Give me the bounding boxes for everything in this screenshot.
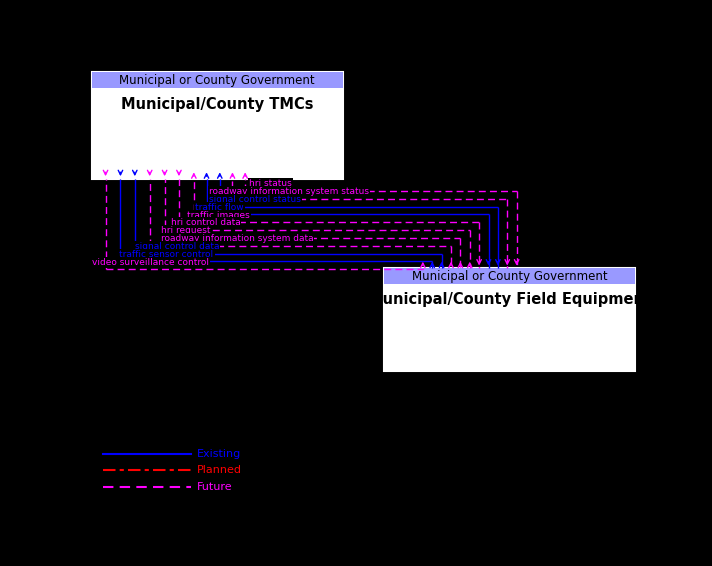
Text: traffic sensor control: traffic sensor control xyxy=(120,250,214,259)
Bar xyxy=(384,284,635,371)
Text: traffic flow: traffic flow xyxy=(196,203,244,212)
Bar xyxy=(92,72,343,179)
Text: Planned: Planned xyxy=(197,465,241,475)
Text: hri control data: hri control data xyxy=(171,218,241,228)
Text: Future: Future xyxy=(197,482,232,492)
Bar xyxy=(92,88,343,179)
Text: signal control data: signal control data xyxy=(135,242,219,251)
Text: roadway information system status: roadway information system status xyxy=(209,187,370,196)
Text: roadway information system data: roadway information system data xyxy=(161,234,313,243)
Bar xyxy=(384,268,635,284)
Text: traffic images: traffic images xyxy=(187,211,250,220)
Text: Existing: Existing xyxy=(197,449,241,458)
Text: Municipal/County TMCs: Municipal/County TMCs xyxy=(121,97,313,112)
Text: Municipal/County Field Equipment: Municipal/County Field Equipment xyxy=(368,292,651,307)
Text: hri status: hri status xyxy=(249,179,292,188)
Bar xyxy=(92,72,343,88)
Text: video surveillance control: video surveillance control xyxy=(92,258,209,267)
Bar xyxy=(384,268,635,371)
Text: signal control status: signal control status xyxy=(209,195,301,204)
Text: Municipal or County Government: Municipal or County Government xyxy=(412,270,607,283)
Text: hri request: hri request xyxy=(161,226,210,235)
Text: Municipal or County Government: Municipal or County Government xyxy=(120,74,315,87)
